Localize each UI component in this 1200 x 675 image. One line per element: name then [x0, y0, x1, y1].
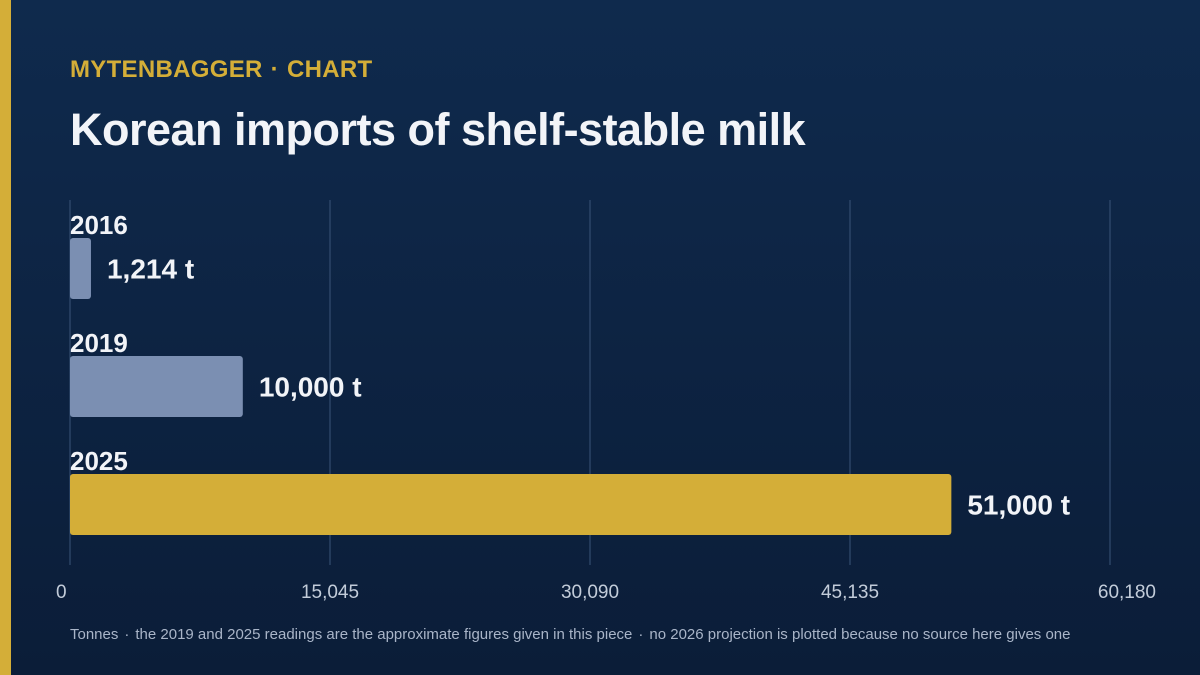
kicker-brand: MYTENBAGGER [70, 56, 263, 83]
x-tick-label: 15,045 [301, 582, 359, 603]
kicker-separator: · [270, 56, 279, 83]
value-label: 51,000 t [967, 490, 1070, 521]
footnote-unit: Tonnes [70, 626, 119, 643]
bar [70, 238, 91, 299]
kicker: MYTENBAGGER · CHART [70, 56, 372, 84]
x-tick-label: 45,135 [821, 582, 879, 603]
bar [70, 356, 243, 417]
category-label: 2019 [70, 328, 128, 358]
category-label: 2025 [70, 446, 128, 476]
x-tick-label: 0 [56, 582, 67, 603]
value-label: 1,214 t [107, 254, 194, 285]
kicker-section: CHART [286, 56, 373, 83]
x-tick-label: 30,090 [561, 582, 619, 603]
footnote-separator: · [124, 626, 130, 643]
footnote-note-projection: no 2026 projection is plotted because no… [649, 626, 1071, 643]
bar [70, 474, 952, 535]
page-title: Korean imports of shelf-stable milk [70, 104, 806, 155]
value-label: 10,000 t [259, 372, 362, 403]
category-label: 2016 [70, 210, 128, 240]
footnote: Tonnes · the 2019 and 2025 readings are th… [70, 626, 1071, 643]
footnote-separator: · [638, 626, 644, 643]
x-tick-label: 60,180 [1098, 582, 1156, 603]
footnote-note-readings: the 2019 and 2025 readings are the appro… [135, 626, 633, 643]
accent-bar [0, 0, 11, 675]
